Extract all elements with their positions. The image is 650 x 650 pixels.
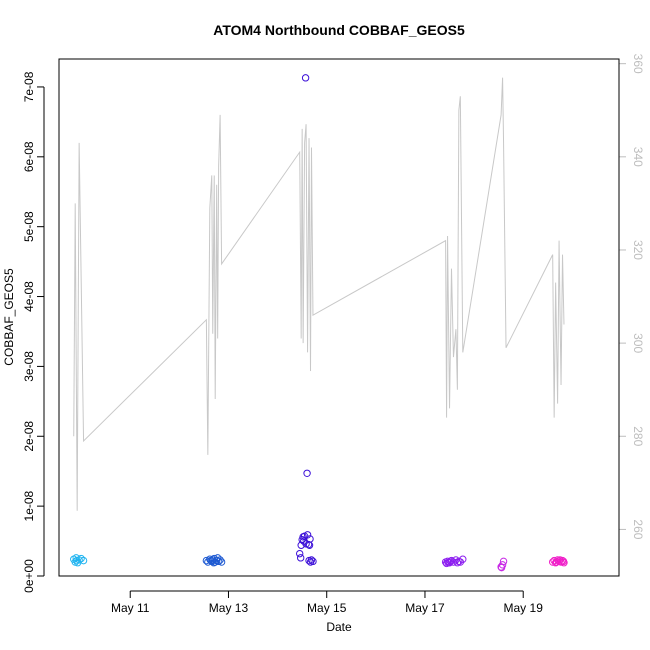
data-point-g0-5 bbox=[77, 554, 85, 563]
y-tick-label-7: 7e-08 bbox=[22, 71, 36, 102]
x-tick-label-2: May 15 bbox=[307, 601, 347, 615]
x-tick-label-3: May 17 bbox=[405, 601, 445, 615]
axes-layer: May 11 May 13 May 15 May 17 May 19 0e+00 1e-08… bbox=[22, 54, 645, 615]
y2-tick-label-5: 360 bbox=[631, 54, 645, 74]
data-point-g1-13 bbox=[210, 559, 218, 567]
data-point-g2-1 bbox=[297, 541, 305, 549]
data-point-g3-10 bbox=[459, 555, 467, 563]
data-point-g1-8 bbox=[213, 554, 222, 562]
data-point-g1-9 bbox=[214, 557, 223, 566]
data-point-g2-9 bbox=[304, 540, 313, 549]
data-point-g2-17 bbox=[305, 541, 314, 549]
line-layer bbox=[73, 77, 565, 511]
data-point-g1-10 bbox=[216, 556, 224, 564]
y-tick-label-1: 1e-08 bbox=[22, 490, 36, 521]
x-tick-label-0: May 11 bbox=[111, 601, 150, 615]
data-point-g5-9 bbox=[556, 556, 564, 564]
x-axis-label: Date bbox=[326, 620, 352, 634]
data-point-g2-8 bbox=[303, 531, 312, 539]
y2-tick-label-2: 300 bbox=[631, 333, 645, 353]
data-point-g2-13 bbox=[307, 556, 316, 564]
y2-tick-label-3: 320 bbox=[631, 240, 645, 260]
data-point-g1-11 bbox=[217, 558, 226, 566]
data-point-g2-5 bbox=[301, 74, 310, 82]
plot-box bbox=[58, 58, 620, 577]
data-point-g3-11 bbox=[444, 559, 453, 567]
y-tick-label-3: 3e-08 bbox=[22, 351, 36, 382]
y2-tick-label-4: 340 bbox=[631, 147, 645, 167]
y2-tick-label-0: 260 bbox=[631, 519, 645, 539]
y2-tick-label-1: 280 bbox=[631, 426, 645, 446]
y-tick-label-4: 4e-08 bbox=[22, 281, 36, 312]
data-point-g3-7 bbox=[453, 559, 462, 567]
y-tick-label-5: 5e-08 bbox=[22, 211, 36, 242]
data-point-g0-7 bbox=[72, 556, 81, 565]
data-point-g3-12 bbox=[446, 557, 455, 566]
x-tick-label-4: May 19 bbox=[504, 601, 544, 615]
data-point-g2-7 bbox=[303, 469, 311, 477]
data-point-g2-15 bbox=[296, 554, 305, 562]
y-tick-label-2: 2e-08 bbox=[22, 421, 36, 452]
y-tick-label-6: 6e-08 bbox=[22, 141, 36, 172]
x-tick-label-1: May 13 bbox=[209, 601, 249, 615]
y-tick-label-0: 0e+00 bbox=[22, 559, 36, 593]
data-point-g5-10 bbox=[559, 557, 568, 566]
data-point-g2-0 bbox=[296, 549, 304, 558]
chart-title: ATOM4 Northbound COBBAF_GEOS5 bbox=[213, 22, 465, 38]
points-layer bbox=[70, 74, 568, 572]
data-point-g4-3 bbox=[497, 563, 506, 572]
secondary-line-series bbox=[73, 77, 565, 511]
data-point-g2-16 bbox=[299, 537, 308, 545]
y-axis-label: COBBAF_GEOS5 bbox=[2, 268, 16, 366]
data-point-g2-14 bbox=[309, 557, 317, 566]
